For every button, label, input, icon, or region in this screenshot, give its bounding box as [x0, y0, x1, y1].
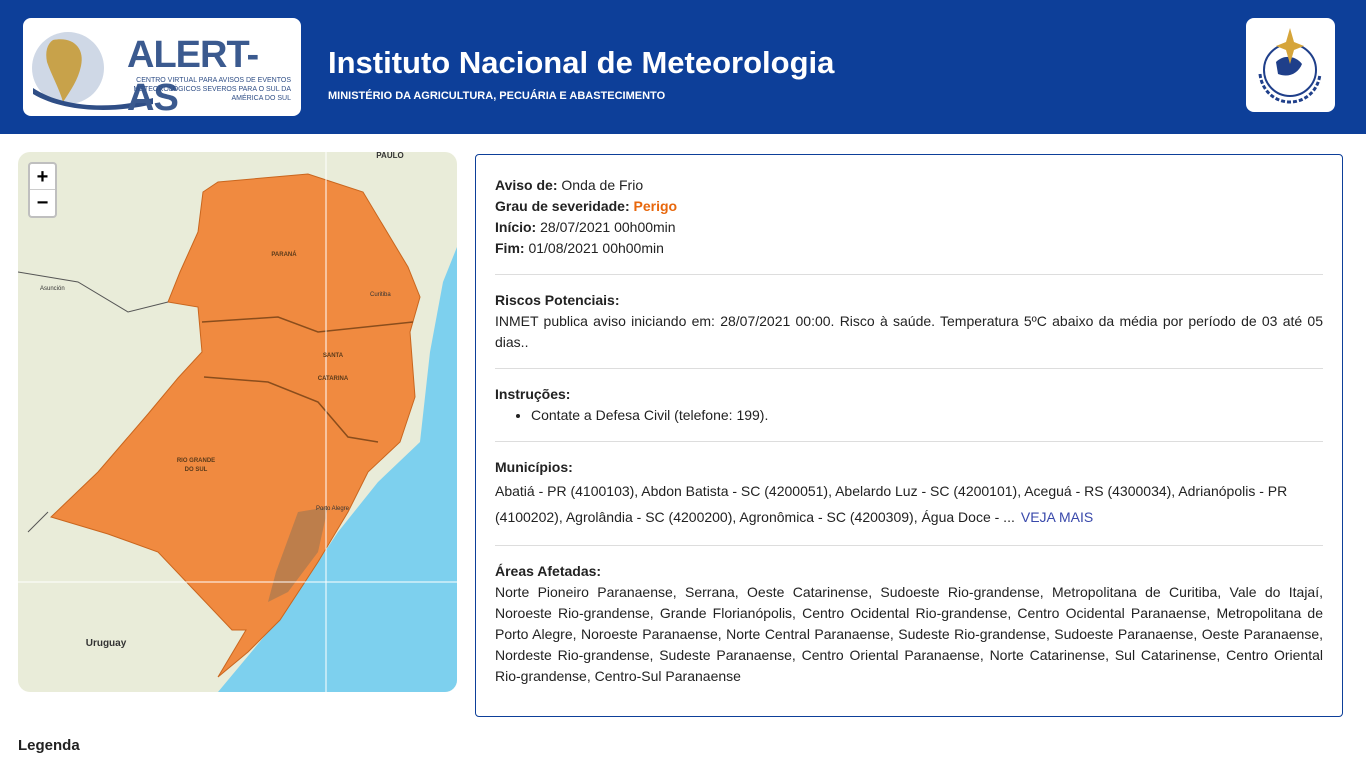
- instructions-section: Instruções: Contate a Defesa Civil (tele…: [495, 368, 1323, 426]
- field-value: 01/08/2021 00h00min: [528, 240, 664, 256]
- see-more-link[interactable]: VEJA MAIS: [1020, 509, 1094, 525]
- alert-as-logo: ALERT-AS CENTRO VIRTUAL PARA AVISOS DE E…: [23, 18, 301, 116]
- logo-subtitle-line: METEOROLÓGICOS SEVEROS PARA O SUL DA AMÉ…: [133, 86, 291, 102]
- section-title: Áreas Afetadas:: [495, 563, 602, 579]
- alert-field: Início: 28/07/2021 00h00min: [495, 217, 1323, 238]
- alert-field: Grau de severidade: Perigo: [495, 196, 1323, 217]
- header: ALERT-AS CENTRO VIRTUAL PARA AVISOS DE E…: [0, 0, 1366, 134]
- map[interactable]: PARANÁ SANTA CATARINA RIO GRANDE DO SUL …: [18, 152, 457, 692]
- map-label: Porto Alegre: [316, 506, 350, 512]
- map-label: PARANÁ: [271, 251, 297, 258]
- section-title: Riscos Potenciais:: [495, 292, 620, 308]
- map-label: SANTA: [323, 353, 344, 359]
- legend-title: Legenda: [18, 737, 80, 754]
- risks-text: INMET publica aviso iniciando em: 28/07/…: [495, 313, 1323, 350]
- alert-fields: Aviso de: Onda de Frio Grau de severidade…: [495, 175, 1323, 259]
- instruction-item: Contate a Defesa Civil (telefone: 199).: [531, 405, 1323, 426]
- field-label: Grau de severidade:: [495, 198, 630, 214]
- zoom-controls: + −: [28, 162, 57, 218]
- municipalities-paragraph: Abatiá - PR (4100103), Abdon Batista - S…: [495, 478, 1323, 530]
- zoom-in-button[interactable]: +: [30, 164, 55, 190]
- section-title: Instruções:: [495, 386, 571, 402]
- map-label: CATARINA: [318, 376, 349, 382]
- wmo-graphic: [1258, 28, 1322, 104]
- field-value: 28/07/2021 00h00min: [540, 219, 676, 235]
- municipalities-section: Municípios: Abatiá - PR (4100103), Abdon…: [495, 441, 1323, 530]
- municipalities-text: Abatiá - PR (4100103), Abdon Batista - S…: [495, 483, 1288, 525]
- instructions-list: Contate a Defesa Civil (telefone: 199).: [495, 405, 1323, 426]
- alert-panel: Aviso de: Onda de Frio Grau de severidade…: [475, 154, 1343, 717]
- map-label: Uruguay: [86, 638, 127, 649]
- logo-graphic: [32, 32, 153, 110]
- field-label: Aviso de:: [495, 177, 558, 193]
- field-value: Onda de Frio: [561, 177, 644, 193]
- risks-section: Riscos Potenciais: INMET publica aviso i…: [495, 274, 1323, 353]
- logo-text: ALERT-AS: [127, 34, 259, 116]
- map-label: Asunción: [40, 286, 65, 292]
- map-graphic: PARANÁ SANTA CATARINA RIO GRANDE DO SUL …: [18, 152, 457, 692]
- alert-field: Fim: 01/08/2021 00h00min: [495, 238, 1323, 259]
- field-value: Perigo: [633, 198, 678, 214]
- areas-section: Áreas Afetadas: Norte Pioneiro Paranaens…: [495, 545, 1323, 687]
- alert-field: Aviso de: Onda de Frio: [495, 175, 1323, 196]
- site-title: Instituto Nacional de Meteorologia: [328, 45, 835, 80]
- site-subtitle: MINISTÉRIO DA AGRICULTURA, PECUÁRIA E AB…: [328, 90, 666, 102]
- zoom-out-button[interactable]: −: [36, 192, 49, 214]
- section-title: Municípios:: [495, 459, 573, 475]
- field-label: Fim:: [495, 240, 525, 256]
- field-label: Início:: [495, 219, 537, 235]
- map-label: DO SUL: [185, 467, 208, 473]
- wmo-logo: [1246, 18, 1335, 112]
- logo-subtitle-line: CENTRO VIRTUAL PARA AVISOS DE EVENTOS: [136, 77, 291, 84]
- map-label: PAULO: [376, 152, 403, 160]
- areas-text: Norte Pioneiro Paranaense, Serrana, Oest…: [495, 584, 1323, 684]
- map-label: Curitiba: [370, 292, 391, 298]
- map-label: RIO GRANDE: [177, 458, 215, 464]
- logo-subtitle: CENTRO VIRTUAL PARA AVISOS DE EVENTOS ME…: [105, 76, 291, 103]
